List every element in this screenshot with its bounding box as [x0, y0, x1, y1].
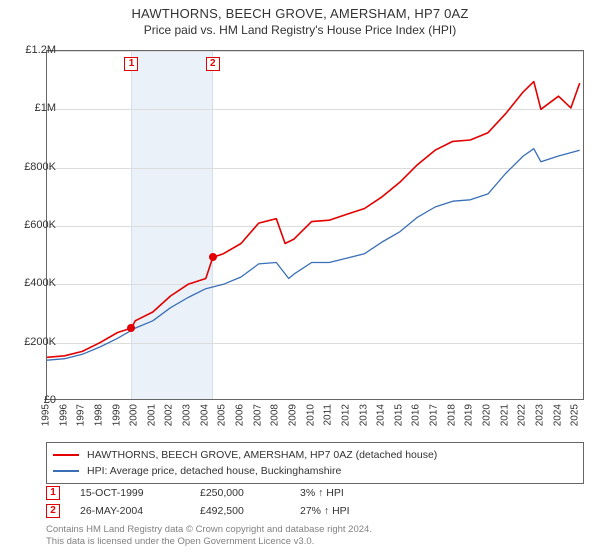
legend-item: HPI: Average price, detached house, Buck… [53, 463, 577, 479]
x-tick-label: 1997 [76, 404, 87, 426]
x-tick-label: 2000 [129, 404, 140, 426]
x-tick-label: 2021 [499, 404, 510, 426]
footer-line: This data is licensed under the Open Gov… [46, 536, 584, 548]
sale-marker-icon [209, 253, 217, 261]
legend-label: HAWTHORNS, BEECH GROVE, AMERSHAM, HP7 0A… [87, 449, 437, 461]
sale-flag-icon: 1 [124, 57, 138, 71]
attribution-footer: Contains HM Land Registry data © Crown c… [46, 524, 584, 548]
x-tick-label: 2007 [252, 404, 263, 426]
y-tick-label: £800K [16, 161, 56, 173]
record-flag-icon: 1 [46, 486, 60, 500]
record-price: £492,500 [200, 505, 300, 517]
x-tick-label: 2016 [411, 404, 422, 426]
chart: 12 [46, 50, 584, 400]
y-tick-label: £0 [16, 394, 56, 406]
x-tick-label: 2017 [429, 404, 440, 426]
x-tick-label: 2010 [305, 404, 316, 426]
x-tick-label: 2009 [287, 404, 298, 426]
y-tick-label: £400K [16, 277, 56, 289]
legend-item: HAWTHORNS, BEECH GROVE, AMERSHAM, HP7 0A… [53, 447, 577, 463]
x-tick-label: 2013 [358, 404, 369, 426]
x-tick-label: 2020 [481, 404, 492, 426]
series-property [47, 82, 580, 358]
x-tick-label: 1996 [58, 404, 69, 426]
x-tick-label: 2004 [199, 404, 210, 426]
sale-marker-icon [127, 324, 135, 332]
x-tick-label: 2008 [270, 404, 281, 426]
x-tick-label: 2011 [323, 404, 334, 426]
record-date: 26-MAY-2004 [80, 505, 200, 517]
x-tick-label: 1999 [111, 404, 122, 426]
legend: HAWTHORNS, BEECH GROVE, AMERSHAM, HP7 0A… [46, 442, 584, 484]
x-tick-label: 2014 [376, 404, 387, 426]
x-tick-label: 2019 [464, 404, 475, 426]
x-tick-label: 2012 [340, 404, 351, 426]
chart-subtitle: Price paid vs. HM Land Registry's House … [8, 23, 592, 37]
sale-records: 1 15-OCT-1999 £250,000 3% ↑ HPI 2 26-MAY… [46, 484, 584, 520]
x-tick-label: 2024 [552, 404, 563, 426]
x-tick-label: 2006 [235, 404, 246, 426]
x-tick-label: 2022 [517, 404, 528, 426]
x-tick-label: 1995 [41, 404, 52, 426]
y-tick-label: £600K [16, 219, 56, 231]
record-flag-icon: 2 [46, 504, 60, 518]
x-tick-label: 2003 [182, 404, 193, 426]
plot-area: 12 [46, 50, 584, 400]
x-axis: 1995199619971998199920002001200220032004… [46, 404, 584, 444]
record-price: £250,000 [200, 487, 300, 499]
sale-flag-icon: 2 [206, 57, 220, 71]
chart-title: HAWTHORNS, BEECH GROVE, AMERSHAM, HP7 0A… [8, 6, 592, 21]
chart-lines [47, 51, 584, 400]
legend-label: HPI: Average price, detached house, Buck… [87, 465, 341, 477]
x-tick-label: 2018 [446, 404, 457, 426]
x-tick-label: 2023 [534, 404, 545, 426]
sale-record: 1 15-OCT-1999 £250,000 3% ↑ HPI [46, 484, 584, 502]
x-tick-label: 2025 [570, 404, 581, 426]
footer-line: Contains HM Land Registry data © Crown c… [46, 524, 584, 536]
x-tick-label: 2015 [393, 404, 404, 426]
record-hpi-delta: 27% ↑ HPI [300, 505, 584, 517]
legend-swatch [53, 454, 79, 456]
record-hpi-delta: 3% ↑ HPI [300, 487, 584, 499]
x-tick-label: 1998 [93, 404, 104, 426]
y-tick-label: £1.2M [16, 44, 56, 56]
x-tick-label: 2002 [164, 404, 175, 426]
sale-record: 2 26-MAY-2004 £492,500 27% ↑ HPI [46, 502, 584, 520]
y-tick-label: £1M [16, 102, 56, 114]
x-tick-label: 2001 [146, 404, 157, 426]
x-tick-label: 2005 [217, 404, 228, 426]
legend-swatch [53, 470, 79, 472]
y-tick-label: £200K [16, 336, 56, 348]
record-date: 15-OCT-1999 [80, 487, 200, 499]
